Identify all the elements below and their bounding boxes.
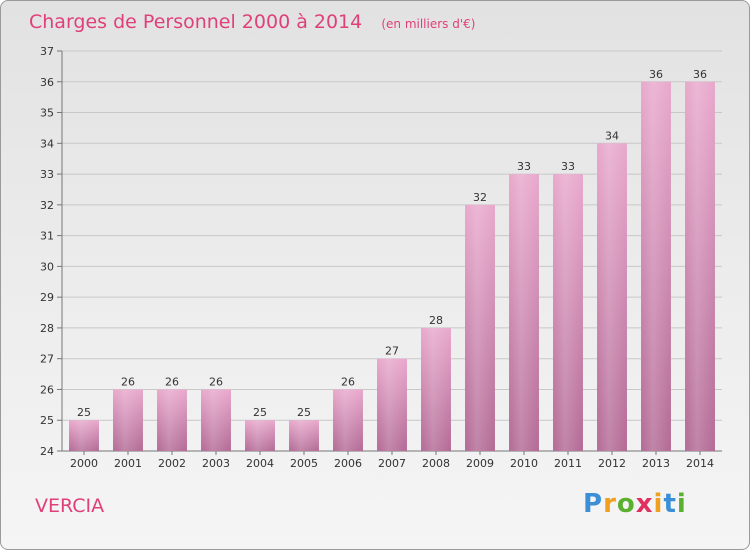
bar-shine-2011 <box>553 174 583 452</box>
y-tick-label: 24 <box>40 445 54 458</box>
x-tick-label: 2014 <box>686 457 714 470</box>
x-tick-label: 2004 <box>246 457 274 470</box>
bar-shine-2009 <box>465 204 495 451</box>
bar-value-label: 25 <box>297 406 311 419</box>
y-tick-label: 37 <box>40 45 54 58</box>
bar-value-label: 36 <box>649 68 663 81</box>
x-tick-label: 2001 <box>114 457 142 470</box>
proxiti-logo: Proxiti <box>583 489 687 519</box>
x-tick-label: 2011 <box>554 457 582 470</box>
y-tick-label: 30 <box>40 260 54 273</box>
logo-letter: x <box>635 489 654 519</box>
x-tick-label: 2005 <box>290 457 318 470</box>
bar-shine-2008 <box>421 327 451 451</box>
bar-value-label: 26 <box>165 375 179 388</box>
x-tick-label: 2013 <box>642 457 670 470</box>
x-axis-tick-labels: 2000 2001 2002 2003 2004 2005 2006 2007 2008 2009… <box>70 451 714 470</box>
y-tick-label: 27 <box>40 353 54 366</box>
y-tick-label: 33 <box>40 168 54 181</box>
chart-title: Charges de Personnel 2000 à 2014 (en mil… <box>29 11 475 33</box>
y-tick-label: 35 <box>40 107 54 120</box>
bar-value-label: 33 <box>561 160 575 173</box>
commune-name: VERCIA <box>35 495 105 517</box>
logo-letter: o <box>616 489 636 519</box>
bar-shine-2000 <box>69 420 99 451</box>
bar-value-label: 27 <box>385 345 399 358</box>
y-tick-label: 26 <box>40 383 54 396</box>
bar-shine-2006 <box>333 389 363 451</box>
y-tick-label: 32 <box>40 199 54 212</box>
bar-value-label: 32 <box>473 191 487 204</box>
bar-value-label: 25 <box>77 406 91 419</box>
x-tick-label: 2007 <box>378 457 406 470</box>
bar-value-label: 33 <box>517 160 531 173</box>
logo-letter: i <box>653 489 664 519</box>
y-tick-label: 29 <box>40 291 54 304</box>
x-tick-label: 2012 <box>598 457 626 470</box>
chart-subtitle: (en milliers d'€) <box>381 17 475 31</box>
bar-shine-2012 <box>597 143 627 452</box>
bar-shine-2010 <box>509 174 539 452</box>
bar-value-label: 28 <box>429 314 443 327</box>
x-tick-label: 2009 <box>466 457 494 470</box>
y-tick-label: 28 <box>40 322 54 335</box>
bar-shine-2013 <box>641 81 671 452</box>
bar-shine-2002 <box>157 389 187 451</box>
bar-value-label: 26 <box>121 375 135 388</box>
bar-shine-2001 <box>113 389 143 451</box>
bar-shine-2004 <box>245 420 275 451</box>
chart-title-text: Charges de Personnel 2000 à 2014 <box>29 11 362 33</box>
y-axis-tick-labels: 24 25 26 27 28 29 30 31 32 33 34 35 36 37 <box>40 45 54 458</box>
x-tick-label: 2003 <box>202 457 230 470</box>
bar-shine-2014 <box>685 81 715 452</box>
y-tick-label: 25 <box>40 414 54 427</box>
logo-letter: P <box>583 489 604 519</box>
bar-shine-2007 <box>377 358 407 451</box>
logo-letter: t <box>663 489 677 519</box>
logo-letter: i <box>676 489 687 519</box>
y-tick-label: 34 <box>40 137 54 150</box>
logo-letter: r <box>603 489 617 519</box>
bar-value-label: 26 <box>209 375 223 388</box>
bar-value-label: 34 <box>605 129 619 142</box>
x-tick-label: 2002 <box>158 457 186 470</box>
bar-shine-2005 <box>289 420 319 451</box>
x-tick-label: 2010 <box>510 457 538 470</box>
bars: 25 26 26 26 25 25 26 27 28 32 33 33 34 36 36 <box>69 68 715 452</box>
x-tick-label: 2008 <box>422 457 450 470</box>
bar-value-label: 25 <box>253 406 267 419</box>
x-tick-label: 2000 <box>70 457 98 470</box>
bar-value-label: 36 <box>693 68 707 81</box>
y-tick-label: 36 <box>40 76 54 89</box>
x-tick-label: 2006 <box>334 457 362 470</box>
bar-value-label: 26 <box>341 375 355 388</box>
y-tick-label: 31 <box>40 230 54 243</box>
bar-shine-2003 <box>201 389 231 451</box>
